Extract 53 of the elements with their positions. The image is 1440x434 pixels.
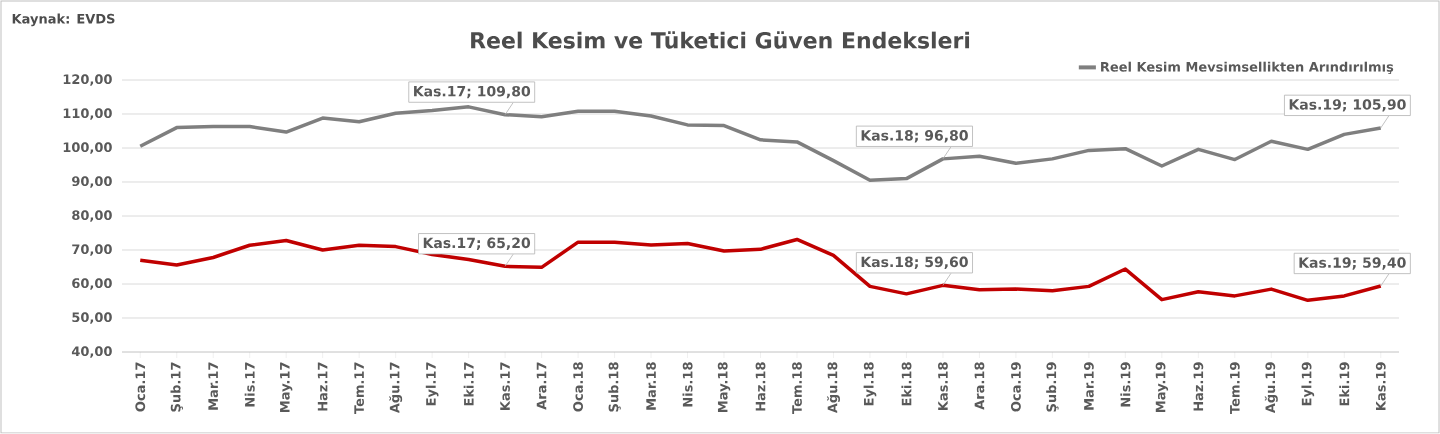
x-tick-label: Tem.17	[354, 362, 364, 414]
x-tick-label: Şub.17	[170, 362, 183, 412]
x-tick-label: Oca.17	[135, 362, 146, 412]
x-tick-label: Tem.19	[1229, 362, 1240, 414]
x-tick-label: Eyl.18	[863, 362, 877, 406]
x-tick-label: Mar.19	[1083, 362, 1094, 410]
x-tick-label: Oca.19	[1010, 362, 1021, 412]
x-tick-label: Eyl.19	[1301, 362, 1315, 406]
annotation: Kas.18; 96,80	[861, 130, 968, 143]
y-tick-label: 90,00	[72, 176, 112, 188]
x-tick-label: Eki.17	[463, 362, 474, 406]
x-tick-label: Ara.18	[974, 362, 985, 410]
x-tick-label: Kas.17	[500, 362, 510, 410]
y-tick-label: 60,00	[72, 278, 112, 290]
annotation: Kas.17; 109,80	[414, 85, 531, 99]
x-tick-label: Nis.19	[1120, 362, 1131, 407]
x-tick-label: May.17	[280, 362, 293, 412]
x-tick-label: Ağu.19	[1264, 362, 1278, 414]
y-tick-label: 120,00	[63, 74, 112, 86]
x-tick-label: Şub.19	[1046, 362, 1059, 412]
x-tick-label: Tem.18	[792, 362, 802, 414]
x-tick-label: Oca.18	[573, 362, 583, 412]
y-tick-label: 110,00	[63, 108, 112, 120]
y-tick-label: 80,00	[72, 210, 112, 222]
x-tick-label: Nis.18	[682, 362, 693, 407]
x-tick-label: Şub.18	[608, 362, 621, 412]
x-tick-label: Mar.18	[646, 362, 656, 410]
x-tick-label: Nis.17	[244, 362, 255, 407]
x-tick-label: Haz.17	[317, 362, 328, 411]
y-tick-label: 40,00	[71, 346, 112, 358]
legend-label: Reel Kesim Mevsimsellikten Arındırılmış	[1101, 61, 1394, 75]
y-tick-label: 100,00	[63, 142, 112, 154]
x-tick-label: Eki.19	[1339, 362, 1350, 406]
x-tick-label: Kas.18	[938, 362, 948, 410]
y-tick-label: 50,00	[72, 312, 112, 324]
annotation: Kas.18; 59,60	[861, 256, 968, 269]
chart-title: Reel Kesim ve Tüketici Güven Endeksleri	[471, 31, 970, 49]
x-tick-label: Ağu.18	[826, 362, 840, 414]
annotation: Kas.17; 65,20	[423, 237, 531, 250]
x-tick-label: Ara.17	[536, 362, 547, 410]
x-tick-label: May.18	[717, 362, 731, 412]
x-tick-label: Mar.17	[208, 362, 219, 410]
x-tick-label: Haz.18	[755, 362, 766, 411]
x-tick-label: Kas.19	[1375, 362, 1386, 410]
x-tick-label: May.19	[1155, 362, 1169, 412]
annotation: Kas.19; 59,40	[1299, 257, 1406, 270]
x-tick-label: Eyl.17	[425, 362, 439, 406]
x-tick-label: Ağu.17	[389, 362, 403, 414]
annotation: Kas.19; 105,90	[1289, 99, 1406, 112]
text: Kaynak: EVDS	[12, 13, 115, 27]
x-tick-label: Haz.19	[1193, 362, 1204, 411]
y-tick-label: 70,00	[72, 244, 112, 256]
x-tick-label: Eki.18	[901, 362, 912, 406]
